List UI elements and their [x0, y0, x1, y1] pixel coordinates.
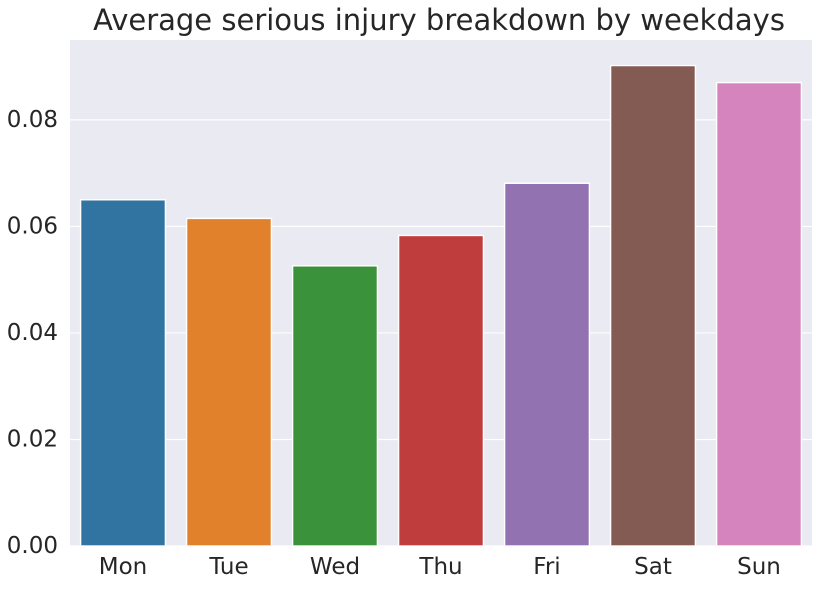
- bars: [79, 64, 803, 547]
- x-tick-label: Fri: [533, 554, 560, 580]
- x-tick-labels: Mon Tue Wed Thu Fri Sat Sun: [99, 554, 781, 580]
- y-tick-label: 0.00: [7, 533, 58, 559]
- x-tick-label: Tue: [208, 554, 248, 580]
- y-tick-label: 0.02: [7, 426, 58, 452]
- bar-tue: [185, 217, 273, 547]
- y-tick-label: 0.06: [7, 213, 58, 239]
- bar-fri: [503, 182, 591, 547]
- bar-mon: [79, 199, 167, 547]
- y-tick-label: 0.08: [7, 107, 58, 133]
- y-tick-labels: 0.00 0.02 0.04 0.06 0.08: [7, 107, 58, 559]
- x-tick-label: Mon: [99, 554, 148, 580]
- x-tick-label: Sun: [737, 554, 781, 580]
- chart-title: Average serious injury breakdown by week…: [93, 3, 785, 37]
- bar-sun: [715, 81, 803, 547]
- bar-wed: [291, 265, 379, 547]
- x-tick-label: Sat: [634, 554, 672, 580]
- bar-thu: [397, 234, 485, 547]
- bar-sat: [609, 64, 697, 547]
- x-tick-label: Thu: [418, 554, 462, 580]
- y-tick-label: 0.04: [7, 320, 58, 346]
- x-tick-label: Wed: [310, 554, 360, 580]
